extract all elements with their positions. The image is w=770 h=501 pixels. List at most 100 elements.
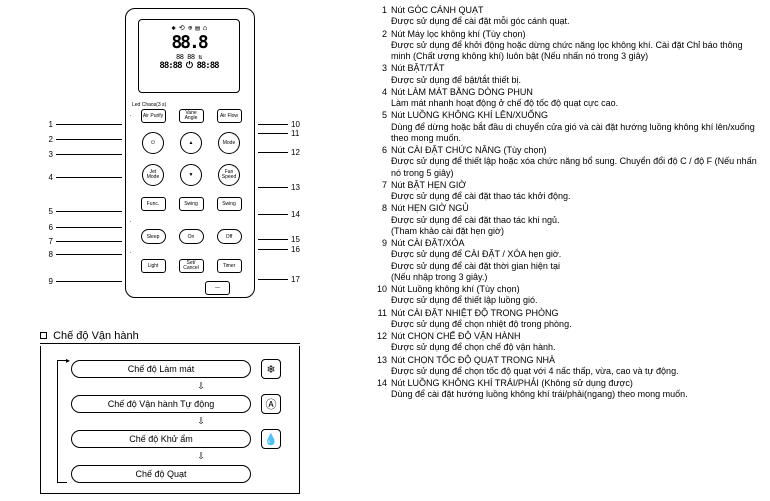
desc-body: Nút LUỒNG KHÔNG KHÍ LÊN/XUỐNG Dùng để dừn… xyxy=(391,110,760,144)
desc-body: Nút BẬT/TẮTĐược sử dụng để bật/tắt thiết… xyxy=(391,63,760,86)
remote-button: Light xyxy=(141,259,166,273)
desc-text: Được sử dụng để thiết lập hoặc xóa chức … xyxy=(391,156,760,179)
desc-number: 9 xyxy=(375,238,391,283)
desc-number: 11 xyxy=(375,308,391,331)
remote-body: ✱ ⟲ ⊕ ▤ ⌂ 88.8 88 88 ⇅ 88:88 ⏻ 88:88 Led… xyxy=(125,8,255,298)
callout-10: 10 xyxy=(258,120,300,129)
desc-number: 2 xyxy=(375,29,391,63)
desc-text: Được sử dụng để bật/tắt thiết bị. xyxy=(391,75,760,86)
desc-body: Nút BẬT HẸN GIỜĐược sử dụng để cài đặt t… xyxy=(391,180,760,203)
desc-title: Nút LUỒNG KHÔNG KHÍ LÊN/XUỐNG xyxy=(391,110,548,120)
divider xyxy=(130,252,131,253)
desc-text: (Nếu nhập trong 3 giây.) xyxy=(391,272,760,283)
desc-text: Được sử dụng để chọn tốc độ quạt với 4 n… xyxy=(391,366,760,377)
desc-number: 1 xyxy=(375,5,391,28)
callout-15: 15 xyxy=(258,235,300,244)
desc-text: Được sử dụng để khởi động hoặc dừng chức… xyxy=(391,40,760,63)
mode-pill: Chế độ Khử ẩm xyxy=(71,430,251,448)
desc-text: Dùng để cài đặt hướng luồng không khí tr… xyxy=(391,389,760,400)
remote-button: Mode xyxy=(218,132,240,154)
desc-number: 4 xyxy=(375,87,391,110)
desc-title: Nút BẬT HẸN GIỜ xyxy=(391,180,466,190)
lcd-screen: ✱ ⟲ ⊕ ▤ ⌂ 88.8 88 88 ⇅ 88:88 ⏻ 88:88 xyxy=(138,19,240,93)
callout-11: 11 xyxy=(258,129,299,138)
callout-5: 5 xyxy=(40,207,122,216)
remote-button: Swing xyxy=(179,197,204,211)
desc-text: Được sử dụng để chọn nhiệt độ trong phòn… xyxy=(391,319,760,330)
led-label: Led Chaos(3 s) xyxy=(132,102,166,108)
desc-number: 13 xyxy=(375,355,391,378)
down-arrow-icon: ⇩ xyxy=(121,452,281,461)
lcd-bottom: 88:88 ⏻ 88:88 xyxy=(139,61,239,71)
desc-text: Được sử dụng để cài đặt mỗi góc cánh quạ… xyxy=(391,16,760,27)
mode-icon: Ⓐ xyxy=(261,394,281,414)
desc-title: Nút CÀI ĐẶT NHIỆT ĐỘ TRONG PHÒNG xyxy=(391,308,559,318)
desc-body: Nút CÀI ĐẶT/XÓAĐược sử dụng để CÀI ĐẶT /… xyxy=(391,238,760,283)
remote-button: Air Purify xyxy=(141,109,166,123)
desc-text: Được sử dụng để chọn chế độ vận hành. xyxy=(391,342,760,353)
desc-number: 10 xyxy=(375,284,391,307)
desc-body: Nút CÀI ĐẶT CHỨC NĂNG (Tùy chọn)Được sử … xyxy=(391,145,760,179)
remote-button: ▼ xyxy=(180,164,202,186)
desc-title: Nút LÀM MÁT BẰNG DÒNG PHUN xyxy=(391,87,533,97)
desc-text: (Tham khảo cài đặt hẹn giờ) xyxy=(391,226,760,237)
desc-item-9: 9Nút CÀI ĐẶT/XÓAĐược sử dụng để CÀI ĐẶT … xyxy=(375,238,760,283)
callout-8: 8 xyxy=(40,250,122,259)
desc-number: 3 xyxy=(375,63,391,86)
desc-text: Được sử dụng để cài đặt thời gian hiện t… xyxy=(391,261,760,272)
desc-number: 8 xyxy=(375,203,391,237)
desc-text: Được sử dụng để CÀI ĐẶT / XÓA hẹn giờ. xyxy=(391,249,760,260)
remote-button: Timer xyxy=(217,259,242,273)
mode-title-text: Chế độ Vận hành xyxy=(53,330,139,342)
desc-item-8: 8Nút HẸN GIỜ NGỦĐược sử dụng để cài đặt … xyxy=(375,203,760,237)
desc-title: Nút HẸN GIỜ NGỦ xyxy=(391,203,469,213)
mode-pill: Chế độ Quạt xyxy=(71,465,251,483)
remote-button: Vane Angle xyxy=(179,109,204,123)
callout-7: 7 xyxy=(40,237,122,246)
mode-section: Chế độ Vận hành Chế độ Làm mát❄ ⇩ Chế độ V… xyxy=(40,330,300,494)
desc-item-13: 13Nút CHỌN TỐC ĐỘ QUẠT TRONG NHÀĐược sử … xyxy=(375,355,760,378)
remote-button: Fan Speed xyxy=(218,164,240,186)
remote-button: — xyxy=(205,281,230,295)
callout-12: 12 xyxy=(258,148,300,157)
lcd-icons: ✱ ⟲ ⊕ ▤ ⌂ xyxy=(139,24,239,32)
down-arrow-icon: ⇩ xyxy=(121,417,281,426)
mode-row: Chế độ Khử ẩm 💧 xyxy=(71,429,281,449)
remote-button: ▲ xyxy=(180,132,202,154)
desc-body: Nút CHỌN TỐC ĐỘ QUẠT TRONG NHÀĐược sử dụ… xyxy=(391,355,760,378)
remote-button: On xyxy=(179,229,204,244)
desc-number: 12 xyxy=(375,331,391,354)
desc-title: Nút LUỒNG KHÔNG KHÍ TRÁI/PHẢI (Không sử … xyxy=(391,378,633,388)
desc-body: Nút Máy lọc không khí (Tùy chọn)Được sử … xyxy=(391,29,760,63)
desc-body: Nút LUỒNG KHÔNG KHÍ TRÁI/PHẢI (Không sử … xyxy=(391,378,760,401)
mode-row: Chế độ Làm mát❄ xyxy=(71,359,281,379)
mode-title: Chế độ Vận hành xyxy=(40,330,300,344)
down-arrow-icon: ⇩ xyxy=(121,382,281,391)
desc-title: Nút CHỌN CHẾ ĐỘ VẬN HÀNH xyxy=(391,331,521,341)
desc-title: Nút CÀI ĐẶT CHỨC NĂNG (Tùy chọn) xyxy=(391,145,547,155)
mode-pill: Chế độ Vận hành Tự động xyxy=(71,395,251,413)
lcd-main: 88.8 xyxy=(139,32,239,53)
remote-button: Set/ Cancel xyxy=(179,259,204,273)
desc-title: Nút GÓC CÁNH QUẠT xyxy=(391,5,484,15)
desc-item-4: 4Nút LÀM MÁT BẰNG DÒNG PHUNLàm mát nhanh… xyxy=(375,87,760,110)
callout-14: 14 xyxy=(258,210,300,219)
desc-title: Nút Máy lọc không khí (Tùy chọn) xyxy=(391,29,526,39)
remote-button: Sleep xyxy=(141,229,166,244)
mode-icon: 💧 xyxy=(261,429,281,449)
desc-text: Dùng để dừng hoặc bắt đầu di chuyển cửa … xyxy=(391,122,760,145)
desc-number: 5 xyxy=(375,110,391,144)
desc-item-6: 6Nút CÀI ĐẶT CHỨC NĂNG (Tùy chọn)Được sử… xyxy=(375,145,760,179)
desc-body: Nút Luồng không khí (Tùy chọn)Được sử dụ… xyxy=(391,284,760,307)
desc-text: Được sử dụng để cài đặt thao tác khởi độ… xyxy=(391,191,760,202)
callout-6: 6 xyxy=(40,223,122,232)
desc-item-7: 7Nút BẬT HẸN GIỜĐược sử dụng để cài đặt … xyxy=(375,180,760,203)
callout-16: 16 xyxy=(258,245,300,254)
desc-body: Nút GÓC CÁNH QUẠTĐược sử dụng để cài đặt… xyxy=(391,5,760,28)
desc-body: Nút CHỌN CHẾ ĐỘ VẬN HÀNHĐược sử dụng để … xyxy=(391,331,760,354)
desc-body: Nút HẸN GIỜ NGỦĐược sử dụng để cài đặt t… xyxy=(391,203,760,237)
remote-diagram: 123456789 1011121314151617 ✱ ⟲ ⊕ ▤ ⌂ 88.… xyxy=(40,5,330,305)
desc-body: Nút CÀI ĐẶT NHIỆT ĐỘ TRONG PHÒNGĐược sử … xyxy=(391,308,760,331)
callout-17: 17 xyxy=(258,275,300,284)
callout-9: 9 xyxy=(40,277,122,286)
